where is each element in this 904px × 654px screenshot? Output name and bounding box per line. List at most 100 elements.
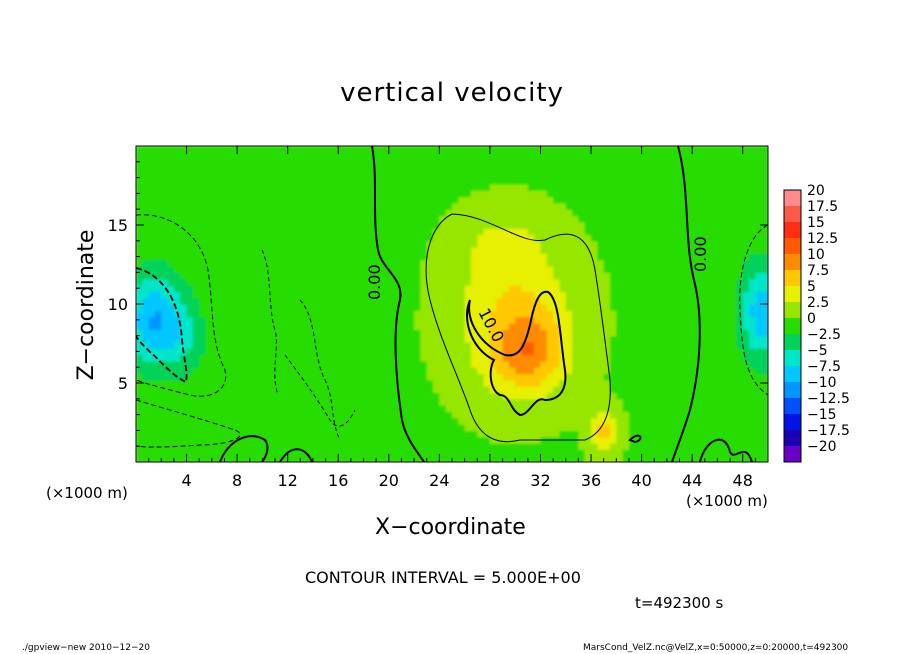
field-cell (376, 285, 384, 292)
field-cell (433, 297, 440, 305)
field-cell (363, 272, 371, 280)
field-cell (723, 146, 731, 153)
field-cell (369, 373, 377, 381)
field-cell (660, 443, 668, 450)
field-cell (230, 310, 238, 318)
field-cell (553, 417, 561, 425)
field-cell (572, 398, 579, 406)
field-cell (180, 253, 188, 261)
field-cell (660, 171, 668, 179)
field-cell (186, 177, 194, 185)
field-cell (452, 278, 459, 286)
field-cell (294, 398, 301, 406)
field-cell (679, 234, 687, 242)
field-cell (508, 335, 516, 343)
field-cell (559, 297, 567, 305)
field-cell (470, 253, 478, 261)
field-cell (388, 360, 396, 368)
field-cell (616, 335, 624, 343)
field-cell (268, 310, 276, 318)
field-cell (167, 253, 175, 261)
field-cell (749, 392, 756, 400)
field-cell (622, 411, 630, 419)
field-cell (452, 297, 459, 305)
field-cell (673, 164, 681, 172)
field-cell (136, 297, 143, 305)
field-cell (230, 417, 238, 425)
field-cell (388, 379, 396, 387)
field-cell (660, 266, 668, 273)
field-cell (439, 367, 447, 375)
field-cell (673, 240, 681, 248)
field-cell (572, 354, 579, 362)
field-cell (515, 392, 523, 400)
field-cell (666, 190, 674, 198)
field-cell (262, 304, 270, 311)
field-cell (502, 146, 510, 153)
field-cell (679, 196, 687, 204)
field-cell (224, 430, 232, 438)
field-cell (622, 171, 630, 179)
field-cell (736, 196, 744, 204)
field-cell (445, 316, 453, 324)
field-cell (692, 417, 700, 425)
field-cell (294, 348, 301, 356)
field-cell (237, 322, 245, 330)
field-cell (218, 341, 226, 349)
field-cell (230, 436, 238, 444)
field-cell (666, 247, 674, 255)
field-cell (205, 322, 213, 330)
field-cell (597, 373, 605, 381)
field-cell (565, 240, 573, 248)
field-cell (610, 373, 617, 381)
field-cell (186, 430, 194, 438)
field-cell (641, 449, 649, 457)
field-cell (521, 177, 529, 185)
field-cell (294, 360, 301, 368)
field-cell (439, 259, 447, 267)
field-cell (445, 322, 453, 330)
field-cell (546, 424, 554, 431)
field-cell (401, 304, 409, 311)
field-cell (679, 146, 687, 153)
field-cell (167, 164, 175, 172)
field-cell (565, 190, 573, 198)
field-cell (420, 443, 428, 450)
field-cell (369, 424, 377, 431)
field-cell (350, 190, 358, 198)
field-cell (256, 202, 263, 210)
field-cell (319, 392, 327, 400)
field-cell (426, 146, 434, 153)
field-cell (350, 354, 358, 362)
field-cell (237, 392, 245, 400)
field-cell (515, 449, 523, 457)
field-cell (584, 386, 592, 394)
field-cell (730, 329, 737, 337)
field-cell (717, 266, 725, 273)
field-cell (382, 335, 390, 343)
field-cell (527, 348, 535, 356)
field-cell (470, 398, 478, 406)
field-cell (477, 253, 485, 261)
field-cell (433, 322, 440, 330)
field-cell (331, 196, 339, 204)
field-cell (711, 202, 719, 210)
field-cell (230, 316, 238, 324)
field-cell (136, 259, 143, 267)
field-cell (654, 398, 662, 406)
field-cell (230, 234, 238, 242)
field-cell (262, 424, 270, 431)
field-cell (376, 322, 384, 330)
field-cell (742, 146, 750, 153)
field-cell (578, 190, 586, 198)
field-cell (673, 455, 681, 462)
field-cell (262, 171, 270, 179)
field-cell (211, 417, 219, 425)
field-cell (679, 297, 687, 305)
field-cell (401, 278, 409, 286)
field-cell (572, 183, 579, 191)
field-cell (350, 146, 358, 153)
field-cell (635, 247, 643, 255)
field-cell (698, 177, 706, 185)
field-cell (192, 424, 200, 431)
